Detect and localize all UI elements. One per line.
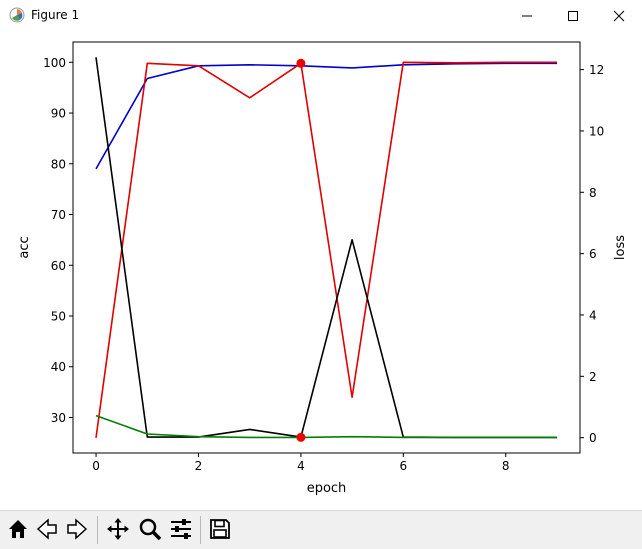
save-icon	[210, 519, 230, 539]
y2-tick-label: 10	[589, 124, 604, 138]
home-icon	[9, 520, 27, 538]
y2-tick-label: 2	[589, 370, 597, 384]
pan-icon	[107, 518, 129, 540]
forward-button[interactable]	[64, 516, 90, 542]
y2-tick-label: 12	[589, 63, 604, 77]
y2-tick-label: 8	[589, 186, 597, 200]
navigation-toolbar	[0, 510, 642, 549]
x-tick-label: 4	[297, 459, 305, 473]
x-tick-label: 0	[92, 459, 100, 473]
maximize-button[interactable]	[550, 0, 596, 31]
figure-canvas[interactable]: 0 2 4 6 8 30 40 50 60 70 80 90 100 0 2 4 6 8 10 12 epoch acc l…	[0, 31, 642, 509]
y-tick-label: 80	[51, 157, 66, 171]
matplotlib-icon	[9, 7, 25, 23]
series-line-1	[95, 62, 557, 170]
minimize-button[interactable]	[504, 0, 550, 31]
y-tick-label: 90	[51, 107, 66, 121]
toolbar-separator	[200, 516, 201, 544]
title-bar: Figure 1	[0, 0, 642, 31]
y-tick-label: 60	[51, 259, 66, 273]
y-tick-label: 40	[51, 360, 66, 374]
pan-button[interactable]	[105, 516, 131, 542]
close-button[interactable]	[596, 0, 642, 31]
y-axis-label: acc	[17, 236, 32, 258]
y-tick-label: 100	[43, 56, 66, 70]
x-tick-label: 6	[399, 459, 407, 473]
chart: 0 2 4 6 8 30 40 50 60 70 80 90 100 0 2 4 6 8 10 12 epoch acc l…	[17, 41, 628, 496]
window-title: Figure 1	[31, 8, 80, 22]
y2-tick-label: 6	[589, 247, 597, 261]
series-line-2	[95, 61, 557, 438]
axes-frame	[72, 41, 581, 454]
series-line-3	[95, 57, 557, 439]
forward-icon	[67, 518, 88, 540]
configure-subplots-icon	[171, 519, 191, 539]
x-axis-label: epoch	[307, 481, 347, 496]
back-button[interactable]	[34, 516, 60, 542]
minimize-icon	[522, 15, 532, 16]
back-icon	[36, 518, 57, 540]
toolbar-separator	[97, 516, 98, 544]
x-tick-label: 2	[195, 459, 203, 473]
maximize-icon	[568, 10, 578, 21]
configure-subplots-button[interactable]	[168, 516, 194, 542]
y2-axis-label: loss	[613, 235, 628, 260]
y-tick-label: 50	[51, 310, 66, 324]
close-icon	[613, 10, 625, 21]
x-tick-label: 8	[502, 459, 510, 473]
y-tick-label: 70	[51, 208, 66, 222]
y2-tick-label: 0	[589, 431, 597, 445]
zoom-button[interactable]	[137, 516, 163, 542]
series-marker-4-1	[296, 432, 306, 442]
y2-tick-label: 4	[589, 308, 597, 322]
y-tick-label: 30	[51, 411, 66, 425]
save-button[interactable]	[207, 516, 233, 542]
series-line-4	[95, 414, 557, 439]
zoom-icon	[139, 518, 162, 541]
home-button[interactable]	[5, 516, 31, 542]
series-marker-2-1	[296, 58, 306, 68]
